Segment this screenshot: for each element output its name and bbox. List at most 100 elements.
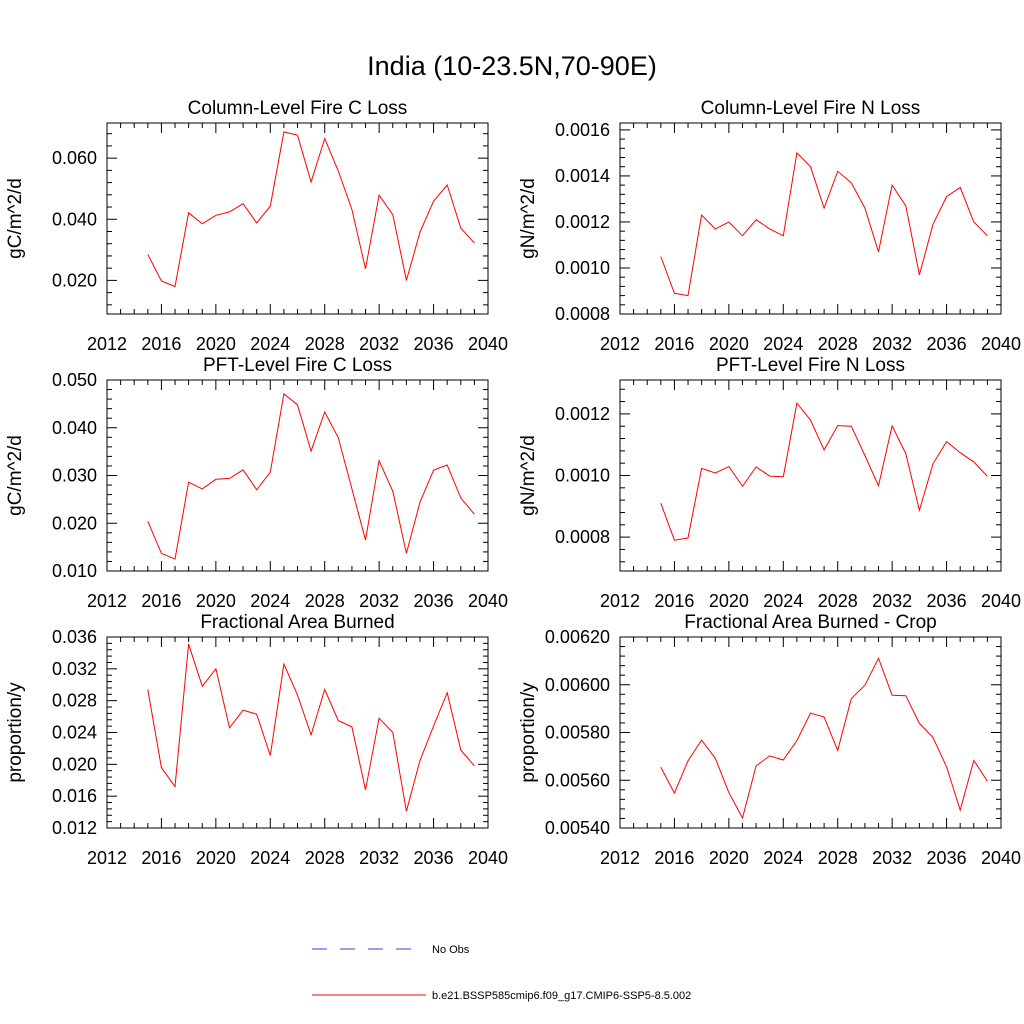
y-axis-label: gC/m^2/d	[5, 178, 26, 259]
panel-title: PFT-Level Fire N Loss	[716, 355, 905, 376]
x-tick-label: 2024	[763, 848, 803, 868]
x-tick-label: 2040	[468, 591, 508, 611]
x-tick-label: 2032	[359, 334, 399, 354]
y-tick-label: 0.0010	[555, 466, 610, 486]
y-tick-label: 0.020	[52, 270, 97, 290]
x-tick-label: 2020	[709, 591, 749, 611]
x-tick-label: 2012	[600, 334, 640, 354]
legend-obs-label: No Obs	[432, 944, 470, 956]
plot-frame	[619, 122, 1002, 315]
y-axis-label: proportion/y	[5, 682, 26, 783]
y-tick-label: 0.028	[52, 691, 97, 711]
y-tick-label: 0.016	[52, 786, 97, 806]
y-axis-label: gN/m^2/d	[518, 435, 539, 516]
x-tick-label: 2032	[872, 848, 912, 868]
x-tick-label: 2028	[305, 848, 345, 868]
series-line	[660, 656, 988, 820]
x-tick-label: 2016	[141, 334, 181, 354]
x-tick-label: 2020	[196, 591, 236, 611]
x-tick-label: 2040	[468, 848, 508, 868]
y-tick-label: 0.036	[52, 627, 97, 647]
chart-panel: Fractional Area Burned - Crop 2012 2016 202…	[518, 612, 1021, 868]
plot-frame	[619, 636, 1002, 829]
y-tick-label: 0.0012	[555, 404, 610, 424]
x-tick-label: 2028	[818, 334, 858, 354]
x-tick-label: 2012	[87, 334, 127, 354]
panel-title: Column-Level Fire C Loss	[188, 98, 408, 119]
y-tick-label: 0.040	[52, 209, 97, 229]
x-tick-label: 2012	[600, 591, 640, 611]
panel-title: Fractional Area Burned	[200, 612, 394, 633]
y-tick-label: 0.0012	[555, 212, 610, 232]
panel-title: Fractional Area Burned - Crop	[684, 612, 936, 633]
x-tick-label: 2028	[818, 848, 858, 868]
plot-frame	[106, 122, 489, 315]
x-tick-label: 2028	[818, 591, 858, 611]
x-tick-label: 2016	[654, 848, 694, 868]
x-tick-label: 2040	[468, 334, 508, 354]
chart-panel: PFT-Level Fire N Loss 2012 2016 2020 2024 202…	[518, 355, 1021, 611]
series-line	[147, 131, 475, 288]
x-tick-label: 2032	[872, 591, 912, 611]
chart-panel: Column-Level Fire C Loss 2012 2016 2020 2024…	[5, 98, 508, 354]
x-tick-label: 2024	[250, 848, 290, 868]
series-line	[147, 644, 475, 812]
y-tick-label: 0.00580	[545, 723, 610, 743]
x-tick-label: 2024	[763, 591, 803, 611]
panel-title: PFT-Level Fire C Loss	[203, 355, 392, 376]
y-tick-label: 0.0008	[555, 304, 610, 324]
x-tick-label: 2016	[141, 591, 181, 611]
x-tick-label: 2012	[87, 848, 127, 868]
plot-frame	[619, 379, 1002, 572]
x-tick-label: 2036	[414, 334, 454, 354]
y-tick-label: 0.032	[52, 659, 97, 679]
x-tick-label: 2032	[359, 848, 399, 868]
legend: No Obs b.e21.BSSP585cmip6.f09_g17.CMIP6-…	[312, 944, 691, 1002]
y-tick-label: 0.020	[52, 513, 97, 533]
y-axis-label: gC/m^2/d	[5, 435, 26, 516]
y-tick-label: 0.010	[52, 561, 97, 581]
x-tick-label: 2020	[196, 334, 236, 354]
x-tick-label: 2012	[87, 591, 127, 611]
series-line	[147, 392, 475, 560]
x-tick-label: 2020	[709, 848, 749, 868]
x-tick-label: 2040	[981, 848, 1021, 868]
x-tick-label: 2016	[654, 334, 694, 354]
y-tick-label: 0.060	[52, 148, 97, 168]
chart-panel: Column-Level Fire N Loss 2012 2016 2020 2024…	[518, 98, 1021, 354]
x-tick-label: 2020	[196, 848, 236, 868]
x-tick-label: 2036	[414, 848, 454, 868]
x-tick-label: 2024	[250, 334, 290, 354]
legend-model-label: b.e21.BSSP585cmip6.f09_g17.CMIP6-SSP5-8.…	[432, 990, 691, 1002]
y-tick-label: 0.030	[52, 466, 97, 486]
y-tick-label: 0.050	[52, 370, 97, 390]
y-tick-label: 0.020	[52, 754, 97, 774]
x-tick-label: 2024	[250, 591, 290, 611]
figure-title: India (10-23.5N,70-90E)	[367, 51, 657, 81]
x-tick-label: 2036	[927, 591, 967, 611]
y-tick-label: 0.024	[52, 723, 97, 743]
x-tick-label: 2016	[141, 848, 181, 868]
y-tick-label: 0.0008	[555, 527, 610, 547]
series-line	[660, 401, 988, 541]
x-tick-label: 2028	[305, 591, 345, 611]
y-tick-label: 0.0010	[555, 258, 610, 278]
x-tick-label: 2036	[414, 591, 454, 611]
x-tick-label: 2032	[872, 334, 912, 354]
y-tick-label: 0.0016	[555, 120, 610, 140]
x-tick-label: 2036	[927, 848, 967, 868]
y-axis-label: gN/m^2/d	[518, 178, 539, 259]
chart-panel: PFT-Level Fire C Loss 2012 2016 2020 2024 202…	[5, 355, 508, 611]
series-line	[660, 151, 988, 297]
chart-panels: Column-Level Fire C Loss 2012 2016 2020 2024…	[5, 98, 1021, 868]
y-tick-label: 0.0014	[555, 166, 610, 186]
x-tick-label: 2040	[981, 334, 1021, 354]
y-tick-label: 0.00600	[545, 675, 610, 695]
x-tick-label: 2036	[927, 334, 967, 354]
x-tick-label: 2012	[600, 848, 640, 868]
x-tick-label: 2020	[709, 334, 749, 354]
x-tick-label: 2040	[981, 591, 1021, 611]
chart-panel: Fractional Area Burned 2012 2016 2020 2024 20…	[5, 612, 508, 868]
y-tick-label: 0.040	[52, 418, 97, 438]
